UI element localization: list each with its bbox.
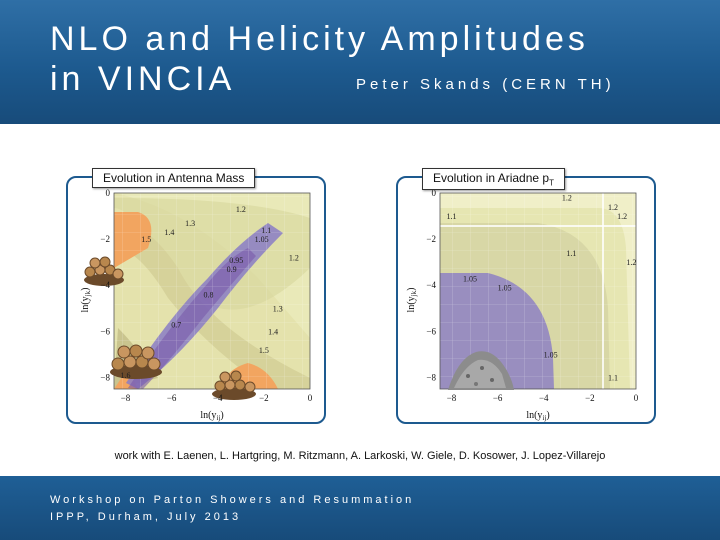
y-tick-label: −2 xyxy=(426,234,436,244)
y-tick-label: 0 xyxy=(432,188,437,198)
contour-label: 1.6 xyxy=(121,371,131,380)
x-tick-label: −6 xyxy=(493,393,503,403)
collaborators-credit: work with E. Laenen, L. Hartgring, M. Ri… xyxy=(114,450,606,462)
x-tick-label: −2 xyxy=(585,393,595,403)
y-tick-label: −6 xyxy=(426,326,436,336)
x-axis-label: ln(yij) xyxy=(200,410,223,422)
y-axis-label: ln(yjk) xyxy=(80,288,92,313)
plot-frame xyxy=(113,192,311,390)
x-tick-label: 0 xyxy=(634,393,639,403)
ariadne-pt-plot: −8 −6 −4 −2 00−2−4−6−8 1.21.21.21.11.11.21.0… xyxy=(406,188,639,422)
contour-label: 1.1 xyxy=(608,373,618,382)
contour-labels: 1.21.21.21.11.11.21.051.051.051.1 xyxy=(447,194,637,383)
y-tick-label: −4 xyxy=(426,280,436,290)
contour-label: 0.95 xyxy=(229,256,243,265)
contour-label: 1.2 xyxy=(617,212,627,221)
contour-label: 0.8 xyxy=(204,290,214,299)
chart-panel-antenna-mass: −8 −6 −4 −2 0 0 −2 −4 −6 −8 1.2 1.3 1.4 1.5 1.1 1.05 1.… xyxy=(66,176,326,424)
chart-title-ariadne-text: Evolution in Ariadne p xyxy=(433,171,550,185)
footer-workshop: Workshop on Parton Showers and Resummati… xyxy=(50,494,415,506)
y-axis-label: ln(yjk) xyxy=(406,288,418,313)
x-tick-label: −8 xyxy=(447,393,457,403)
y-tick-label: −2 xyxy=(100,234,110,244)
x-axis-label: ln(yij) xyxy=(526,410,549,422)
contour-label: 1.3 xyxy=(273,304,283,313)
contour-labels: 1.2 1.3 1.4 1.5 1.11.05 1.2 0.950.9 0.8 1.3 0.7 1.… xyxy=(121,205,299,380)
contour-label: 1.1 xyxy=(261,226,271,235)
contour-label: 1.1 xyxy=(447,212,457,221)
y-tick-label: −4 xyxy=(100,280,110,290)
contour-label: 0.9 xyxy=(227,265,237,274)
y-tick-label: 0 xyxy=(106,188,111,198)
axis-ticks: −8 −6 −4 −2 0 0 −2 −4 −6 −8 xyxy=(426,188,638,403)
contour-label: 1.2 xyxy=(562,194,572,203)
contour-label: 1.5 xyxy=(141,235,151,244)
y-tick-label: −8 xyxy=(100,372,110,382)
woodpile-icon xyxy=(84,256,124,286)
author: Peter Skands (CERN TH) xyxy=(356,76,615,93)
woodpile-icon xyxy=(110,344,162,379)
chart-title-antenna-mass: Evolution in Antenna Mass xyxy=(92,168,256,188)
contour-label: 1.1 xyxy=(566,249,576,258)
x-tick-label: −4 xyxy=(213,393,223,403)
y-tick-label: −6 xyxy=(100,326,110,336)
x-tick-label: −6 xyxy=(167,393,177,403)
x-tick-label: 0 xyxy=(308,393,313,403)
plot-frame xyxy=(439,192,637,390)
x-tick-label: −8 xyxy=(121,393,131,403)
header-banner: NLO and Helicity Amplitudes in VINCIA Pe… xyxy=(0,0,720,124)
contour-label: 1.3 xyxy=(185,219,195,228)
y-tick-label: −8 xyxy=(426,372,436,382)
x-tick-label: −4 xyxy=(539,393,549,403)
contour-label: 1.4 xyxy=(268,327,278,336)
chart-title-ariadne: Evolution in Ariadne pT xyxy=(422,168,565,191)
footer-venue: IPPP, Durham, July 2013 xyxy=(50,511,242,523)
rubble-pile-icon xyxy=(448,351,514,390)
contour-label: 1.4 xyxy=(164,228,174,237)
slide-title-line1: NLO and Helicity Amplitudes xyxy=(50,20,589,58)
x-tick-label: −2 xyxy=(259,393,269,403)
contour-label: 1.05 xyxy=(463,274,477,283)
contour-label: 1.2 xyxy=(626,258,636,267)
contour-label: 1.05 xyxy=(498,284,512,293)
axis-ticks: −8 −6 −4 −2 0 0 −2 −4 −6 −8 xyxy=(100,188,312,403)
slide-title-line2: in VINCIA xyxy=(50,60,236,98)
contour-label: 1.5 xyxy=(259,346,269,355)
contour-label: 1.05 xyxy=(255,235,269,244)
chart-panel-ariadne: −8 −6 −4 −2 0 0 −2 −4 −6 −8 1.2 1.2 1.2 1.1 1.1 1.2 1.0… xyxy=(396,176,656,424)
footer-banner: Workshop on Parton Showers and Resummati… xyxy=(0,476,720,540)
antenna-mass-plot: −8 −6 −4 −2 00−2−4−6−8 1.21.31.41.51.11.051.… xyxy=(80,188,313,422)
contour-label: 1.2 xyxy=(236,205,246,214)
contour-label: 1.2 xyxy=(289,254,299,263)
contour-label: 1.05 xyxy=(544,350,558,359)
chart-title-ariadne-sub: T xyxy=(549,178,554,188)
contour-label: 0.7 xyxy=(171,320,181,329)
contour-label: 1.2 xyxy=(608,203,618,212)
woodpile-icon xyxy=(212,370,256,400)
